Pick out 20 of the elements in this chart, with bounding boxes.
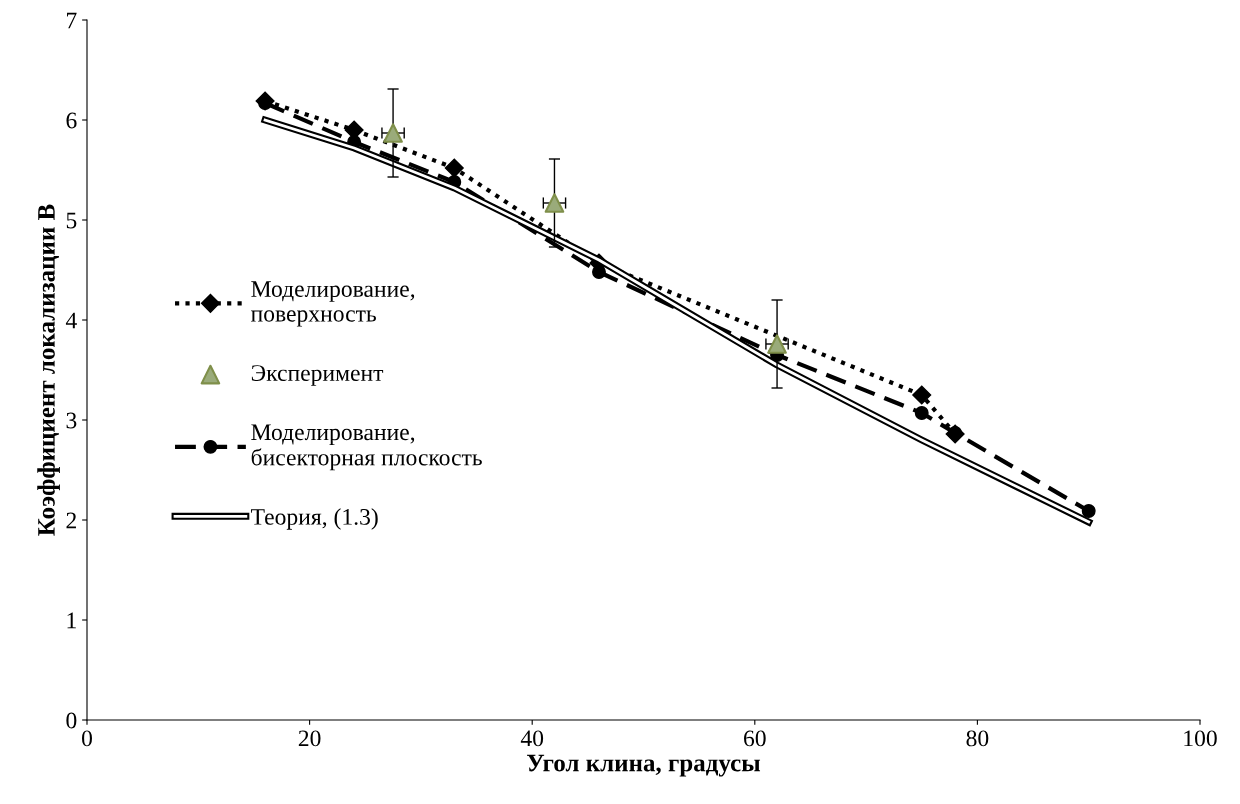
y-tick-label: 2 xyxy=(66,512,76,529)
y-axis-title: Коэффициент локализации B xyxy=(37,204,60,536)
x-tick-label: 20 xyxy=(298,730,321,747)
y-tick-label: 4 xyxy=(65,312,77,329)
y-tick-label: 0 xyxy=(66,712,77,729)
x-tick-label: 60 xyxy=(744,730,766,747)
y-tick-label: 5 xyxy=(66,212,77,229)
legend-label: Теория, (1.3) xyxy=(251,508,378,530)
x-tick-label: 80 xyxy=(966,730,989,747)
y-tick-label: 1 xyxy=(67,612,76,629)
x-tick-label: 0 xyxy=(82,730,92,747)
legend-label: Моделирование, бисекторная плоскость xyxy=(251,424,482,471)
legend-label: Эксперимент xyxy=(251,365,384,386)
x-axis-title: Угол клина, градусы xyxy=(526,754,761,777)
y-tick-label: 7 xyxy=(67,12,77,29)
legend-label: Моделирование, поверхность xyxy=(251,281,415,327)
x-tick-label: 100 xyxy=(1184,730,1217,747)
x-tick-label: 40 xyxy=(520,730,544,747)
y-tick-label: 6 xyxy=(66,112,77,129)
y-tick-label: 3 xyxy=(66,412,77,429)
